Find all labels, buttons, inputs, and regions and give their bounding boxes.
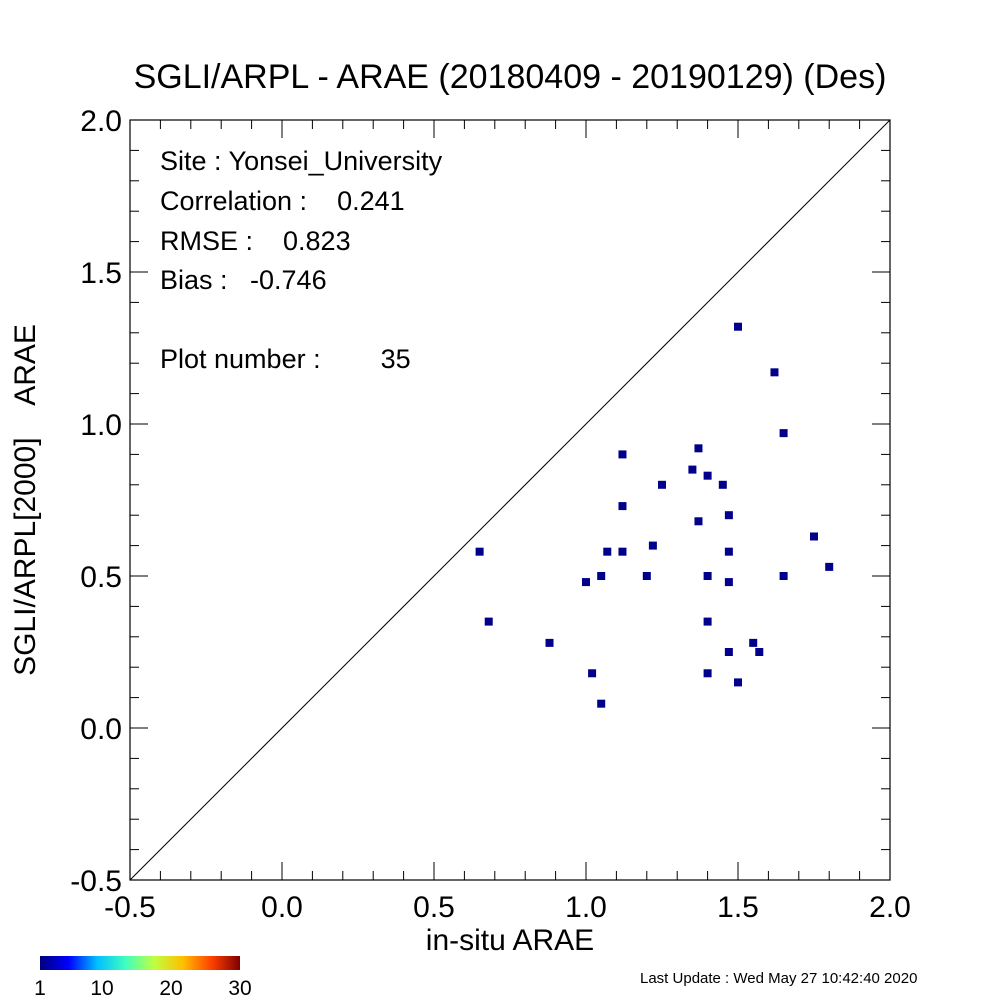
chart-title: SGLI/ARPL - ARAE (20180409 - 20190129) (… (134, 58, 887, 96)
data-point (618, 450, 627, 459)
data-points (475, 322, 834, 708)
x-tick-label: 2.0 (869, 891, 911, 924)
y-tick-label: 0.5 (80, 561, 122, 594)
data-point (597, 699, 606, 708)
data-point (825, 562, 834, 571)
x-tick-label: -0.5 (104, 891, 156, 924)
stat-site: Site : Yonsei_University (160, 146, 443, 176)
x-tick-label: 0.5 (413, 891, 455, 924)
y-tick-label: 1.5 (80, 257, 122, 290)
colorbar (40, 956, 240, 970)
y-tick-label: 1.0 (80, 409, 122, 442)
data-point (618, 547, 627, 556)
data-point (755, 648, 764, 656)
y-axis-label: SGLI/ARPL[2000] ARAE (9, 324, 42, 676)
data-point (703, 669, 712, 678)
stat-correlation: Correlation : 0.241 (160, 186, 405, 216)
colorbar-tick-label: 30 (228, 977, 251, 1000)
data-point (724, 547, 733, 556)
data-point (642, 572, 651, 580)
data-point (694, 444, 703, 453)
data-point (484, 617, 493, 626)
data-point (734, 322, 742, 331)
data-point (724, 511, 733, 520)
x-tick-label: 1.5 (717, 891, 759, 924)
x-axis-label: in-situ ARAE (426, 924, 594, 957)
data-point (810, 532, 818, 541)
colorbar-tick-label: 10 (90, 977, 113, 1000)
data-point (724, 578, 733, 587)
y-tick-label: 0.0 (80, 713, 122, 746)
y-tick-label: 2.0 (80, 105, 122, 138)
data-point (648, 541, 657, 550)
data-point (688, 465, 697, 474)
tick-labels: -0.5 0.0 0.5 1.0 1.5 2.0 -0.5 0.0 0.5 1.0 1.5 2.0 (70, 105, 911, 924)
plot-frame (129, 119, 891, 881)
data-point (734, 678, 742, 687)
data-point (749, 638, 758, 647)
x-tick-label: 1.0 (565, 891, 607, 924)
data-point (694, 517, 703, 526)
data-point (718, 480, 727, 489)
data-point (588, 669, 597, 678)
one-to-one-line (130, 120, 890, 880)
data-point (603, 547, 612, 556)
stat-bias: Bias : -0.746 (160, 265, 327, 295)
data-point (770, 368, 779, 377)
data-point (475, 547, 484, 556)
y-tick-label: -0.5 (70, 865, 122, 898)
data-point (779, 572, 788, 580)
data-point (658, 480, 666, 489)
colorbar-tick-label: 1 (34, 977, 46, 1000)
data-point (545, 638, 554, 647)
colorbar-labels: 1 10 20 30 (34, 977, 252, 1000)
data-point (582, 578, 590, 587)
data-point (703, 572, 712, 580)
stat-plot-number: Plot number : 35 (160, 344, 411, 374)
data-point (779, 429, 788, 438)
data-point (703, 471, 712, 480)
data-point (618, 502, 627, 511)
stat-rmse: RMSE : 0.823 (160, 226, 351, 256)
x-tick-label: 0.0 (261, 891, 303, 924)
data-point (597, 572, 606, 580)
data-point (724, 648, 733, 656)
data-point (703, 617, 712, 626)
colorbar-tick-label: 20 (159, 977, 182, 1000)
last-update: Last Update : Wed May 27 10:42:40 2020 (640, 970, 917, 987)
